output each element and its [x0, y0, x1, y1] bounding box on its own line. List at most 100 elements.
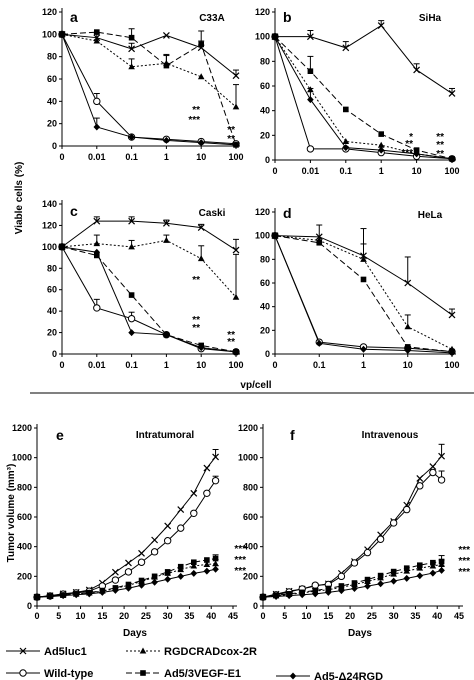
panel-b-series-1-point-3: [377, 141, 385, 148]
panel-e-series-0-point-6: [111, 568, 119, 576]
panel-e-series-4: [33, 565, 219, 601]
panel-e-series-0-point-13: [203, 464, 211, 472]
panel-c-series-0-point-1: [93, 217, 101, 225]
legend-label-2: Wild-type: [44, 668, 93, 680]
panel-e-series-1-point-13: [203, 489, 211, 497]
panel-f-series-0-point-12-stroke-b: [416, 475, 424, 482]
panel-b-annotation-3: **: [436, 132, 444, 143]
panel-c-series-1-point-4: [197, 255, 205, 262]
panel-b-series-3-point-3: [378, 131, 384, 137]
panel-e-annotation-0: ***: [234, 544, 246, 555]
panel-a-series-3-point-1: [94, 29, 100, 35]
panel-e-ytick-label-2: 400: [17, 542, 32, 552]
panel-e-series-4-point-0: [33, 593, 41, 601]
panel-b-annotation-0: *: [409, 132, 413, 143]
panel-a-annotation-0: **: [192, 105, 200, 116]
panel-d-series-1-point-2: [360, 255, 367, 262]
panel-a-series-4-point-2: [128, 133, 135, 141]
panel-e-series-3-point-13: [204, 557, 210, 563]
panel-a-xtick-label-5: 100: [228, 152, 243, 162]
panel-c-series-4-point-0: [58, 243, 66, 251]
panel-a-series-0-point-2-stroke-b: [128, 45, 136, 53]
panel-a-series-0-point-5: [232, 72, 240, 80]
panel-a-series-3: [59, 28, 239, 148]
panel-b-series-0-point-3: [377, 22, 385, 29]
legend-item-3: Ad5/3VEGF-E1: [126, 668, 241, 680]
panel-f-series-1-point-14: [437, 476, 446, 484]
panel-e: 0 200 400 600 800 1000 1200 0 5 10 15 20 25 30 35 40 45 e…: [12, 423, 246, 639]
legend-marker-3: [140, 670, 146, 676]
panel-d-xtick-label-3: 10: [403, 360, 413, 370]
panel-f-series-3-point-5: [325, 585, 332, 592]
panel-f-letter: f: [290, 427, 295, 443]
panel-a-xtick-label-1: 0.01: [88, 152, 106, 162]
panel-e-series-0-point-10-stroke-b: [164, 522, 172, 530]
panel-f-series-4-point-10: [390, 577, 397, 585]
panel-a-series-2: [58, 30, 240, 148]
panel-b-series-0-point-5: [448, 89, 456, 97]
panel-b-ytick-label-1: 20: [260, 130, 270, 140]
panel-e-xtick-label-7: 35: [184, 611, 194, 621]
panel-c-ytick-label-2: 40: [47, 306, 57, 316]
panel-c-title: Caski: [199, 208, 226, 219]
panel-b-series-0: [271, 20, 456, 97]
panel-f-ytick-label-2: 400: [243, 542, 258, 552]
panel-a-ytick-label-1: 20: [47, 119, 57, 129]
panel-c-ytick-label-7: 140: [42, 199, 57, 209]
panel-f-series-4-point-1: [272, 593, 280, 601]
panel-b-series-3: [272, 33, 455, 162]
panel-e-series-0-point-12-stroke-b: [190, 489, 198, 497]
panel-f-series-3-point-7: [351, 580, 358, 586]
panel-e-ytick-label-5: 1000: [12, 453, 32, 463]
panel-a-series-3-point-2: [128, 34, 135, 41]
panel-e-series-0-point-11: [177, 506, 185, 514]
panel-f-series-0-point-13: [429, 463, 437, 470]
panel-d-ytick-label-1: 20: [260, 325, 270, 335]
panel-a-ytick-label-4: 80: [47, 52, 57, 62]
panel-d-series-0-point-4-stroke-b: [448, 311, 456, 319]
panel-a-series-0-point-5-stroke-b: [232, 72, 240, 80]
panel-e-series-4-point-11: [177, 572, 185, 580]
panel-a-series-3-point-4: [198, 41, 204, 48]
panel-b-series-4-point-4: [413, 150, 420, 158]
panel-c-xtick-label-5: 100: [228, 360, 243, 370]
panel-c-series-2-point-1: [93, 304, 101, 312]
panel-e-series-4-point-14: [212, 565, 219, 573]
panel-e-series-0-point-7: [125, 559, 132, 567]
panel-c-series-2-point-2: [127, 314, 136, 323]
panel-b-series-4-point-1: [307, 96, 314, 104]
panel-f-series-0-line: [262, 455, 442, 598]
panel-d-series-3-point-2: [360, 276, 367, 283]
panel-c-xtick-label-0: 0: [59, 360, 64, 370]
panel-f-series-3-point-11: [403, 565, 410, 571]
panel-c-series-0-line: [61, 220, 237, 251]
panel-d-series-1-point-3: [404, 323, 412, 330]
panel-b-xtick-label-5: 100: [444, 166, 459, 176]
panel-f-series-3-point-9: [377, 572, 384, 579]
panel-e-series-4-point-9: [151, 578, 158, 586]
panel-c-series-1-point-5: [232, 293, 240, 300]
panel-c-series-4-point-3: [163, 331, 170, 339]
panel-f-annotation-2: ***: [458, 567, 470, 578]
panel-b-series-0-point-4-stroke-b: [413, 66, 421, 74]
panel-e-xtick-label-5: 25: [141, 611, 151, 621]
panel-d-series-0-point-1-stroke-b: [315, 233, 323, 241]
legend-label-3: Ad5/3VEGF-E1: [164, 668, 241, 680]
panel-c-series-0-point-4-stroke-b: [197, 224, 205, 231]
panel-c-series-4-point-1: [93, 248, 101, 256]
panel-f-series-1-point-12: [416, 482, 424, 490]
panel-b-ytick-label-3: 60: [260, 81, 270, 91]
panel-f-series-1-point-11: [403, 505, 411, 514]
panel-f-xtick-label-2: 10: [302, 611, 312, 621]
panel-d-series-1: [271, 228, 456, 352]
panel-c-series-4-point-4: [197, 344, 205, 352]
panel-a-ytick-label-2: 40: [47, 96, 57, 106]
panel-e-series-1: [33, 475, 220, 601]
panel-a-series-4: [58, 30, 240, 149]
panel-c-series-0-point-3: [162, 219, 170, 227]
panel-a-series-4-point-3: [163, 136, 170, 144]
panel-e-annotation-1: ***: [234, 555, 246, 566]
panel-e-series-1-line: [36, 480, 216, 598]
